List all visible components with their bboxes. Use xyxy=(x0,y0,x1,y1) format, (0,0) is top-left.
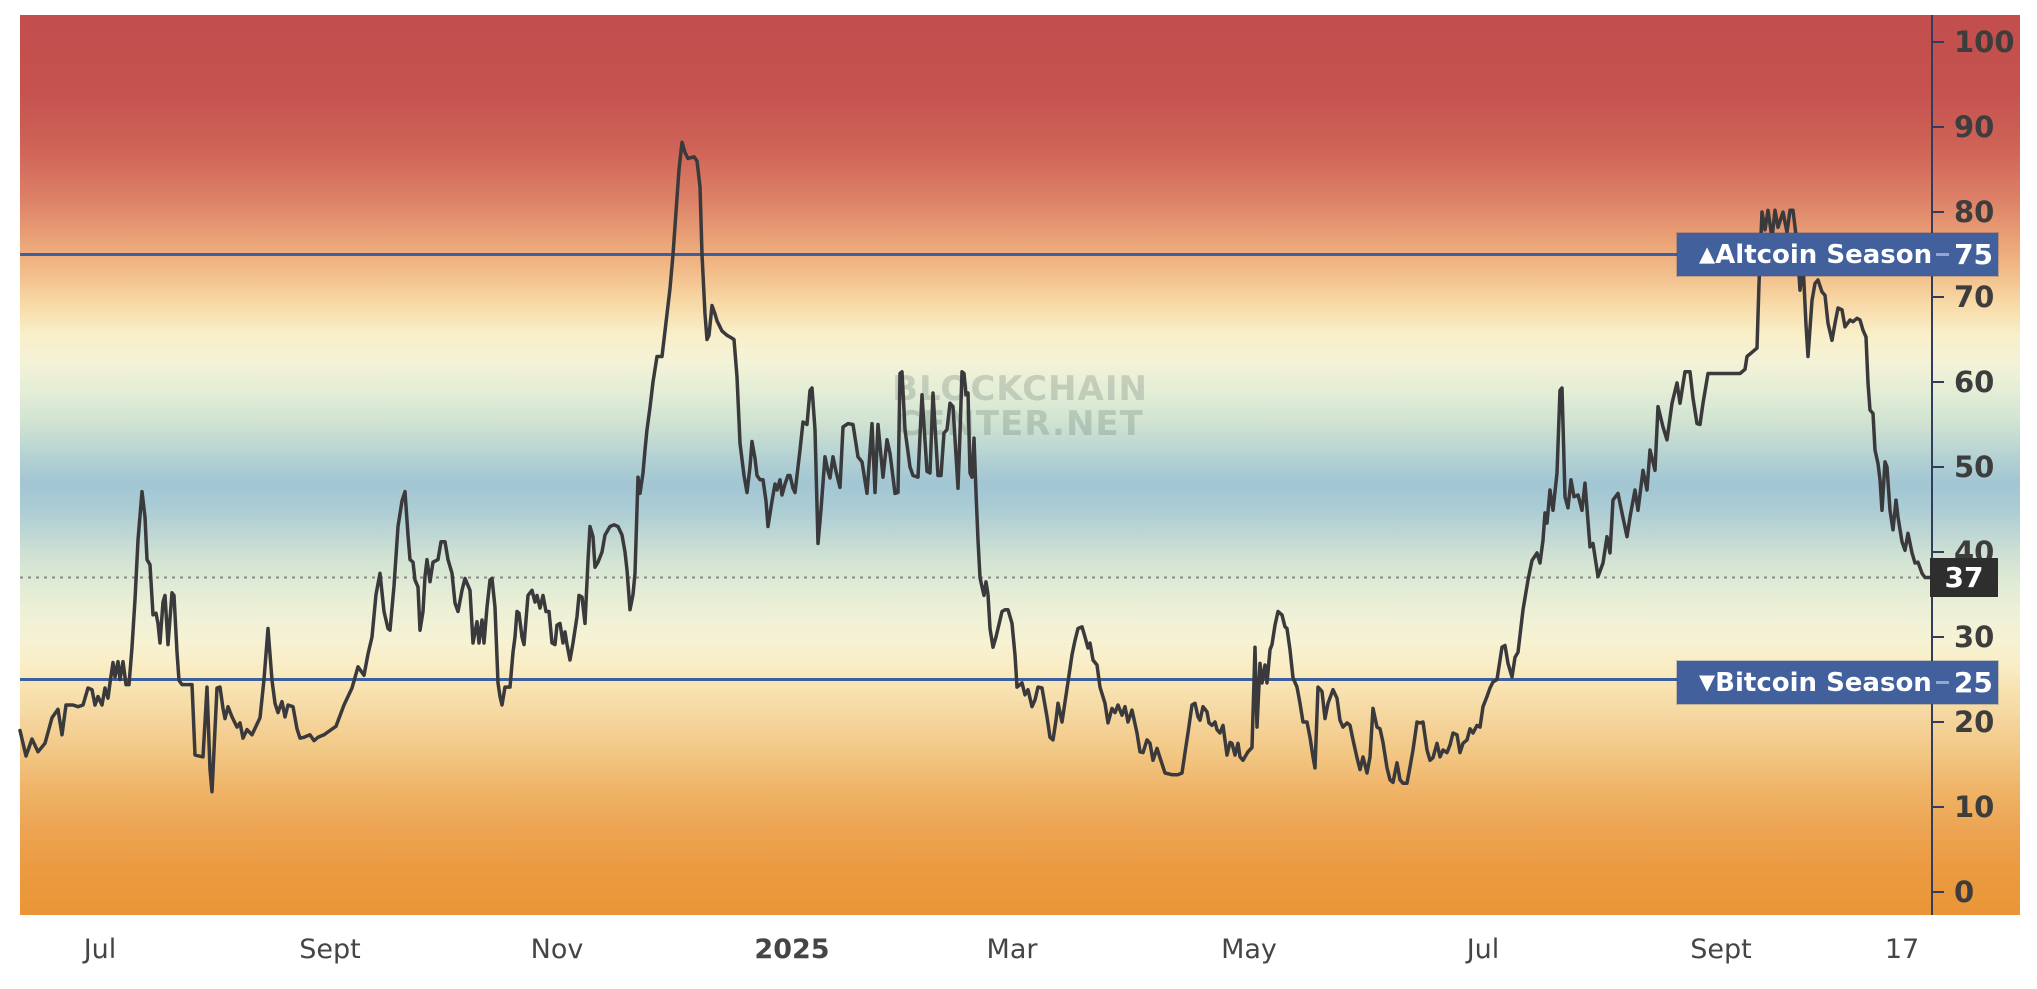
chart-gradient-background xyxy=(20,15,2020,915)
x-axis-label: 17 xyxy=(1884,934,1920,965)
y-axis-tick-label: 50 xyxy=(1954,450,1994,484)
up-triangle-icon: ▲ xyxy=(1699,242,1716,266)
tick-dash-icon xyxy=(1936,253,1950,256)
x-axis-label: Jul xyxy=(83,934,117,965)
y-axis-tick-label: 80 xyxy=(1954,195,1994,229)
altcoin-season-label: Altcoin Season xyxy=(1715,239,1933,270)
watermark: BLOCKCHAIN CENTER.NET xyxy=(892,371,1148,443)
y-axis-tick-label: 100 xyxy=(1954,25,2015,59)
bitcoin-season-badge[interactable]: ▼ Bitcoin Season 25 xyxy=(1677,661,1998,704)
current-value: 37 xyxy=(1944,561,1984,594)
y-axis-tick-label: 30 xyxy=(1954,620,1994,654)
bitcoin-threshold-value: 25 xyxy=(1953,666,1993,699)
y-axis-tick-label: 90 xyxy=(1954,110,1994,144)
y-axis-tick-label: 0 xyxy=(1954,875,1974,909)
y-axis-tick-label: 20 xyxy=(1954,705,1994,739)
altcoin-threshold-value: 75 xyxy=(1954,238,1994,271)
x-axis-label: Mar xyxy=(986,934,1038,965)
tick-dash-icon xyxy=(1935,681,1949,684)
altcoin-season-badge[interactable]: ▲ Altcoin Season 75 xyxy=(1677,233,1998,276)
x-axis-label: May xyxy=(1221,934,1277,965)
x-axis-label: 2025 xyxy=(754,934,830,965)
y-axis-tick-label: 10 xyxy=(1954,790,1994,824)
x-axis-label: Sept xyxy=(299,934,361,965)
x-axis-label: Sept xyxy=(1690,934,1752,965)
current-value-badge: 37 xyxy=(1930,558,1998,597)
down-triangle-icon: ▼ xyxy=(1699,670,1716,694)
bitcoin-season-label: Bitcoin Season xyxy=(1715,667,1932,698)
series-line xyxy=(18,140,1932,794)
y-axis-tick-label: 70 xyxy=(1954,280,1994,314)
x-axis-label: Jul xyxy=(1466,934,1500,965)
y-axis-tick-label: 60 xyxy=(1954,365,1994,399)
x-axis-label: Nov xyxy=(530,934,584,965)
